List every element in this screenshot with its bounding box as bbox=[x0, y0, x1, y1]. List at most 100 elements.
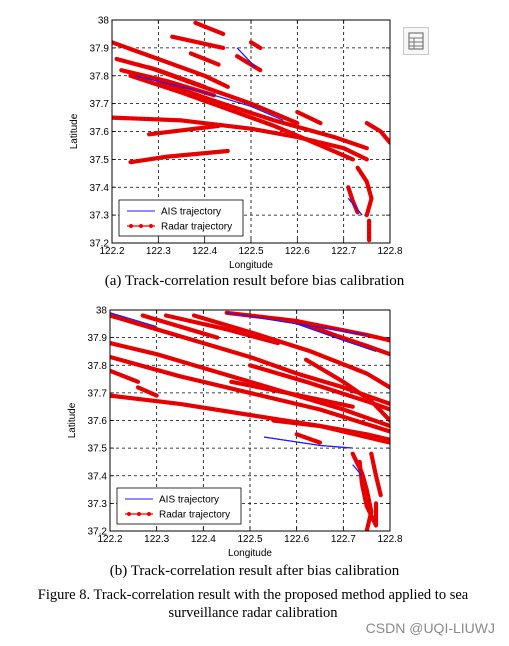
radar-track-markers bbox=[148, 66, 298, 124]
chart-a-svg: 122.2 122.3 122.4 122.5 122.6 122.7 122.8 37.2 3… bbox=[69, 16, 403, 272]
radar-track bbox=[364, 120, 390, 145]
radar-track-markers bbox=[110, 356, 390, 433]
radar-track-markers bbox=[190, 52, 220, 66]
radar-track-markers bbox=[112, 116, 368, 161]
x-axis-label: Longitude bbox=[229, 260, 273, 271]
y-tick-label: 37.4 bbox=[88, 471, 108, 482]
figure-caption: Figure 8. Track-correlation result with … bbox=[37, 587, 469, 621]
legend-ais-label: AIS trajectory bbox=[159, 495, 219, 506]
radar-track-markers bbox=[194, 22, 224, 35]
y-tick-label: 37.6 bbox=[88, 416, 108, 427]
radar-track bbox=[156, 79, 369, 151]
radar-track-markers bbox=[296, 433, 321, 444]
radar-track-markers bbox=[112, 41, 229, 88]
radar-track-markers bbox=[250, 41, 261, 49]
y-tick-label: 37.9 bbox=[88, 333, 108, 344]
y-tick-label: 37.7 bbox=[88, 388, 108, 399]
legend-radar-marker bbox=[147, 512, 151, 516]
x-tick-label: 122.7 bbox=[331, 246, 356, 257]
radar-track-markers bbox=[370, 452, 382, 496]
legend-radar-marker bbox=[129, 224, 133, 228]
ais-track-overlay bbox=[135, 75, 284, 121]
radar-track-markers bbox=[296, 320, 390, 355]
chart-b-caption: (b) Track-correlation result after bias … bbox=[109, 563, 400, 579]
y-axis-label: Latitude bbox=[67, 402, 78, 438]
x-tick-label: 122.7 bbox=[331, 534, 356, 545]
radar-track-markers bbox=[110, 314, 390, 405]
legend-radar-marker bbox=[139, 224, 143, 228]
y-tick-label: 38 bbox=[96, 306, 108, 317]
x-axis-label: Longitude bbox=[228, 548, 272, 559]
ais-track-overlay bbox=[263, 436, 353, 449]
legend-radar-label: Radar trajectory bbox=[159, 510, 230, 521]
x-tick-label: 122.6 bbox=[285, 246, 310, 257]
x-tick-label: 122.5 bbox=[238, 246, 263, 257]
radar-track-markers bbox=[110, 370, 139, 383]
table-view-icon-glyph bbox=[408, 32, 424, 50]
y-tick-label: 37.8 bbox=[88, 361, 108, 372]
y-axis-label: Latitude bbox=[69, 113, 80, 149]
ais-track-overlay bbox=[296, 323, 377, 352]
radar-track-markers bbox=[296, 111, 322, 124]
y-tick-label: 37.6 bbox=[90, 127, 110, 138]
legend-ais-label: AIS trajectory bbox=[161, 207, 221, 218]
legend-box bbox=[116, 487, 242, 525]
radar-track-markers bbox=[148, 125, 220, 136]
radar-track-markers bbox=[137, 386, 158, 397]
ais-track-overlay bbox=[347, 198, 363, 216]
radar-track-markers bbox=[249, 364, 390, 411]
ais-track-overlay bbox=[236, 47, 256, 68]
radar-track bbox=[271, 418, 390, 442]
watermark: CSDN @UQI-LIUWJ bbox=[365, 620, 495, 636]
radar-track-markers bbox=[110, 342, 390, 427]
y-tick-label: 37.7 bbox=[90, 99, 110, 110]
table-view-icon[interactable] bbox=[403, 27, 429, 55]
y-tick-label: 37.3 bbox=[88, 499, 108, 510]
y-tick-label: 38 bbox=[98, 16, 110, 27]
tracks-group bbox=[110, 310, 390, 531]
chart-panel-b: 122.2 122.3 122.4 122.5 122.6 122.7 122.8 37.2 3… bbox=[0, 296, 509, 596]
chart-a-caption: (a) Track-correlation result before bias… bbox=[104, 273, 405, 289]
x-tick-label: 122.2 bbox=[99, 246, 124, 257]
legend-radar-label: Radar trajectory bbox=[161, 222, 232, 233]
radar-track-markers bbox=[230, 381, 354, 408]
radar-track-markers bbox=[171, 36, 224, 49]
radar-track-markers bbox=[129, 75, 354, 161]
legend-radar-marker bbox=[127, 512, 131, 516]
x-tick-label: 122.4 bbox=[191, 534, 216, 545]
x-tick-label: 122.3 bbox=[144, 534, 169, 545]
radar-track-markers bbox=[356, 166, 373, 216]
radar-track-markers bbox=[165, 314, 279, 344]
x-tick-label: 122.8 bbox=[377, 534, 402, 545]
radar-track-markers bbox=[305, 359, 390, 422]
y-tick-label: 37.4 bbox=[90, 183, 110, 194]
radar-track bbox=[128, 148, 230, 165]
radar-track-markers bbox=[236, 55, 261, 71]
tracks-group bbox=[112, 20, 390, 243]
radar-track-markers bbox=[157, 80, 368, 149]
y-tick-label: 37.9 bbox=[90, 43, 110, 54]
radar-track-markers bbox=[352, 452, 373, 531]
ais-track-overlay bbox=[352, 464, 363, 477]
y-tick-label: 37.2 bbox=[88, 527, 108, 538]
y-tick-label: 37.5 bbox=[90, 155, 110, 166]
radar-track-markers bbox=[347, 186, 359, 214]
x-tick-label: 122.3 bbox=[146, 246, 171, 257]
legend-box bbox=[118, 199, 244, 237]
radar-track-markers bbox=[141, 314, 219, 339]
radar-track-markers bbox=[272, 419, 390, 441]
radar-track-markers bbox=[366, 122, 390, 144]
x-tick-label: 122.8 bbox=[377, 246, 402, 257]
radar-track bbox=[224, 310, 390, 343]
radar-track-markers bbox=[193, 314, 390, 389]
radar-track-markers bbox=[359, 461, 377, 526]
y-tick-label: 37.3 bbox=[90, 211, 110, 222]
ais-track-overlay bbox=[226, 312, 367, 336]
x-tick-label: 122.5 bbox=[237, 534, 262, 545]
legend-radar-marker bbox=[137, 512, 141, 516]
y-tick-label: 37.8 bbox=[90, 71, 110, 82]
y-tick-label: 37.2 bbox=[90, 239, 110, 250]
ais-track-overlay bbox=[110, 312, 157, 328]
chart-panel-a: 122.2 122.3 122.4 122.5 122.6 122.7 122.8 37.2 3… bbox=[0, 0, 509, 300]
x-tick-label: 122.4 bbox=[192, 246, 217, 257]
